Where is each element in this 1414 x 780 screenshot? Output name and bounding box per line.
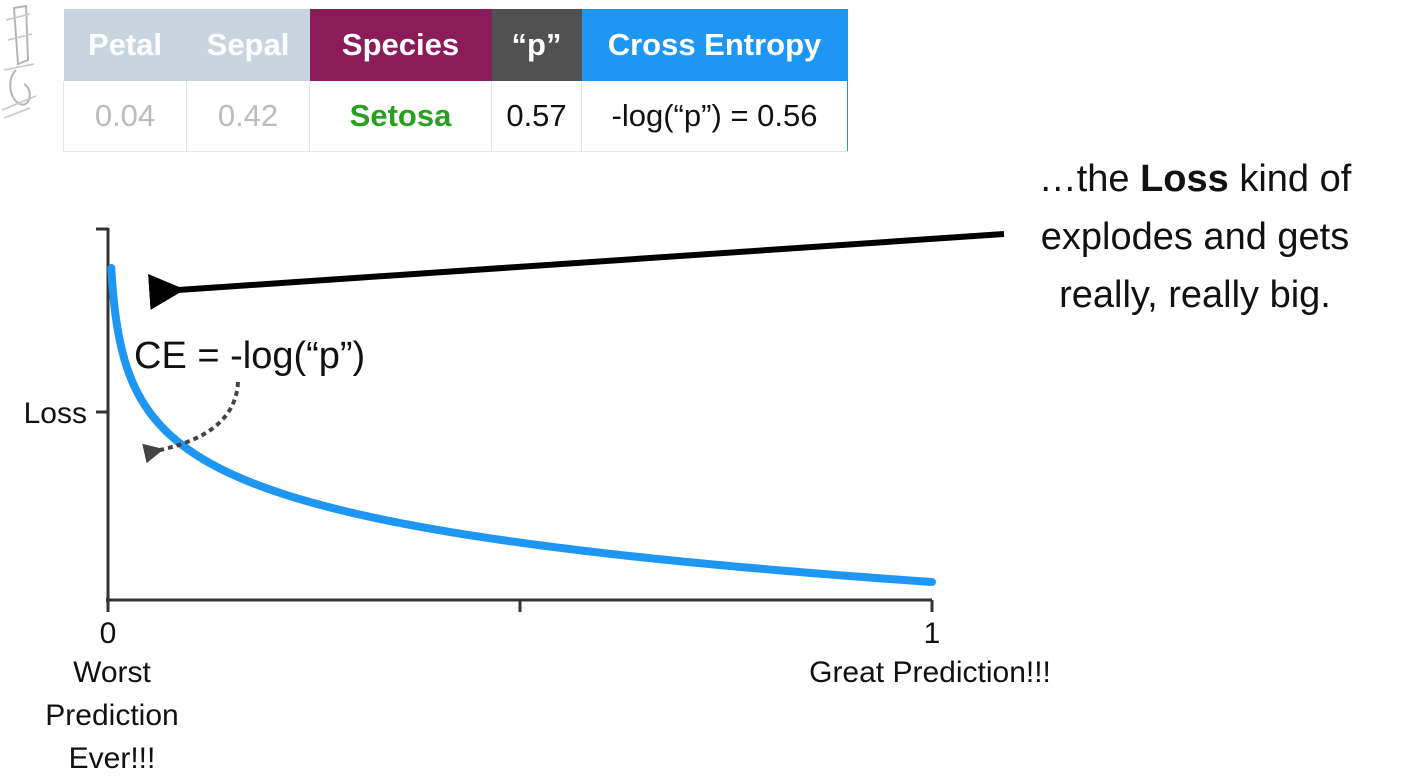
x-tick-label-0: 0	[100, 617, 117, 650]
x-caption-2-line-0: Great Prediction!!!	[809, 656, 1051, 689]
x-caption-0-line-0: Worst	[73, 656, 151, 689]
header-petal: Petal	[63, 9, 187, 81]
x-caption-0-line-1: Prediction	[45, 699, 178, 732]
formula-label: CE = -log(“p”)	[134, 335, 365, 377]
header-p: “p”	[491, 9, 582, 81]
x-caption-0-line-2: Ever!!!	[69, 742, 156, 775]
cell-sepal: 0.42	[186, 81, 310, 152]
annotation-line-1-prefix: …the	[1038, 158, 1141, 200]
annotation-text: …the Loss kind of explodes and gets real…	[990, 150, 1400, 324]
table-row: 0.04 0.42 Setosa 0.57 -log(“p”) = 0.56	[63, 81, 848, 152]
y-tick-label-loss: Loss	[24, 397, 87, 430]
formula-pointer-arrow	[142, 381, 240, 464]
annotation-line-3: really, really big.	[1059, 274, 1331, 316]
loss-curve	[107, 264, 936, 586]
header-species: Species	[309, 9, 492, 81]
annotation-line-2: explodes and gets	[1040, 216, 1350, 258]
annotation-pointer-arrow	[148, 231, 1005, 310]
sketch-doodle-icon	[1, 4, 37, 119]
cell-petal: 0.04	[63, 81, 187, 152]
x-tick-label-2: 1	[924, 617, 941, 650]
annotation-line-1: …the Loss kind of	[990, 150, 1400, 208]
header-sepal: Sepal	[186, 9, 310, 81]
annotation-line-1-suffix: kind of	[1228, 158, 1352, 200]
cell-cross-entropy: -log(“p”) = 0.56	[581, 81, 848, 152]
table-header-row: Petal Sepal Species “p” Cross Entropy	[63, 9, 848, 81]
prediction-table: Petal Sepal Species “p” Cross Entropy 0.…	[63, 9, 848, 152]
annotation-loss-bold: Loss	[1140, 158, 1229, 200]
cell-p: 0.57	[491, 81, 582, 152]
header-cross-entropy: Cross Entropy	[581, 9, 848, 81]
x-tick-captions: Worst Prediction Ever!!! Great Prediction!!…	[45, 656, 1051, 775]
cell-species: Setosa	[309, 81, 492, 152]
